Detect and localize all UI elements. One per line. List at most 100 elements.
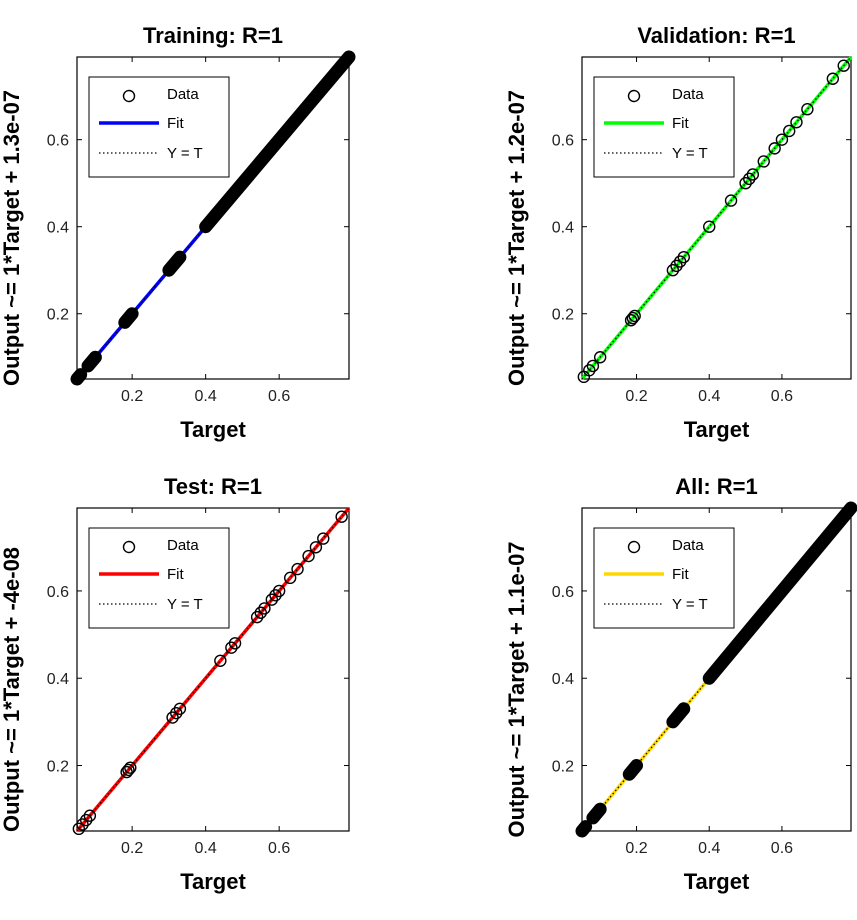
data-point: [583, 364, 596, 377]
legend-label: Data: [167, 86, 199, 103]
data-point: [739, 176, 752, 190]
data-point: [783, 124, 796, 138]
data-point: [258, 602, 271, 615]
data-point: [670, 259, 683, 273]
data-point: [837, 59, 850, 72]
y-axis-label: Output ~= 1*Target + -4e-08: [0, 547, 24, 832]
data-cluster: [81, 350, 102, 373]
x-tick-label: 0.2: [625, 388, 647, 405]
legend: Data Fit Y = T: [88, 527, 230, 629]
data-point: [214, 654, 227, 667]
y-axis-label: Output ~= 1*Target + 1.3e-07: [0, 90, 24, 386]
data-point: [342, 50, 356, 64]
data-point: [250, 610, 264, 624]
y-axis-label: Output ~= 1*Target + 1.1e-07: [504, 541, 529, 837]
data-point: [677, 250, 690, 264]
plot-panel: 0.2 0.4 0.6 0.2 0.4 0.6 Training: R=1 Target Out…: [0, 23, 356, 442]
data-point: [265, 593, 279, 606]
legend-label: Y = T: [672, 596, 708, 613]
legend-box: [88, 527, 230, 629]
y-tick-label: 0.4: [552, 220, 574, 237]
legend-label: Fit: [167, 566, 184, 583]
data-point: [724, 194, 738, 207]
data-point: [593, 351, 607, 364]
chart-title: Test: R=1: [164, 474, 262, 499]
y-tick-label: 0.4: [47, 220, 69, 237]
data-cluster: [702, 501, 857, 685]
data-point: [801, 103, 814, 116]
data-point: [703, 220, 716, 233]
legend-data-marker: [122, 89, 136, 103]
data-point: [291, 562, 304, 576]
legend-label: Data: [672, 86, 704, 103]
data-point: [124, 761, 137, 774]
data-point: [586, 359, 600, 373]
data-point: [72, 822, 86, 836]
data-point: [328, 68, 341, 81]
data-point: [83, 809, 97, 822]
x-axis-label: Target: [684, 869, 750, 894]
y-tick-label: 0.6: [47, 133, 69, 150]
legend: Data Fit Y = T: [593, 76, 735, 178]
data-point: [228, 637, 242, 650]
x-tick-label: 0.4: [698, 840, 720, 857]
x-tick-label: 0.2: [121, 388, 143, 405]
data-point: [317, 532, 330, 545]
x-tick-label: 0.6: [771, 388, 793, 405]
legend-box: [88, 76, 230, 178]
data-point: [302, 549, 315, 563]
data-cluster: [586, 802, 607, 825]
data-point: [768, 142, 781, 155]
data-point: [309, 89, 323, 103]
legend: Data Fit Y = T: [88, 76, 230, 178]
data-point: [283, 571, 297, 585]
data-point: [826, 72, 840, 85]
legend-data-marker: [122, 540, 136, 554]
data-point: [626, 311, 640, 325]
data-point: [217, 198, 231, 212]
plot-panel: 0.2 0.4 0.6 0.2 0.4 0.6 Validation: R=1 Target O…: [504, 23, 853, 442]
data-point: [254, 155, 267, 168]
legend-data-marker: [627, 89, 641, 103]
data-point: [743, 172, 756, 186]
legend-box: [593, 76, 735, 178]
x-tick-label: 0.6: [268, 840, 290, 857]
data-point: [76, 818, 89, 831]
data-cluster: [162, 250, 187, 277]
fit-line: [580, 55, 853, 381]
y-tick-label: 0.4: [47, 671, 69, 688]
x-axis-label: Target: [180, 869, 246, 894]
data-point: [120, 765, 133, 779]
x-axis-label: Target: [180, 417, 246, 442]
x-tick-label: 0.4: [195, 388, 217, 405]
data-point: [666, 264, 680, 277]
legend-label: Data: [672, 537, 704, 554]
data-cluster: [70, 368, 88, 386]
data-point: [269, 589, 282, 602]
legend-label: Fit: [167, 115, 184, 132]
y-tick-label: 0.2: [47, 759, 69, 776]
fit-line: [75, 506, 351, 833]
legend-box: [593, 527, 735, 629]
legend-label: Data: [167, 537, 199, 554]
x-tick-label: 0.6: [268, 388, 290, 405]
plot-panel: 0.2 0.4 0.6 0.2 0.4 0.6 Test: R=1 Target Output …: [0, 474, 351, 894]
data-cluster: [118, 307, 139, 329]
data-point: [335, 510, 348, 523]
y-tick-label: 0.2: [47, 307, 69, 324]
x-tick-label: 0.4: [698, 388, 720, 405]
data-point: [291, 111, 304, 125]
data-cluster: [622, 759, 644, 781]
y-tick-label: 0.6: [552, 133, 574, 150]
x-tick-label: 0.6: [771, 840, 793, 857]
y-tick-label: 0.4: [552, 671, 574, 688]
data-point: [170, 706, 183, 720]
x-tick-label: 0.2: [121, 840, 143, 857]
chart-title: Training: R=1: [143, 23, 283, 48]
data-point: [272, 584, 286, 598]
legend-label: Y = T: [167, 596, 203, 613]
data-point: [624, 314, 638, 327]
chart-title: All: R=1: [675, 474, 758, 499]
legend: Data Fit Y = T: [593, 527, 735, 629]
